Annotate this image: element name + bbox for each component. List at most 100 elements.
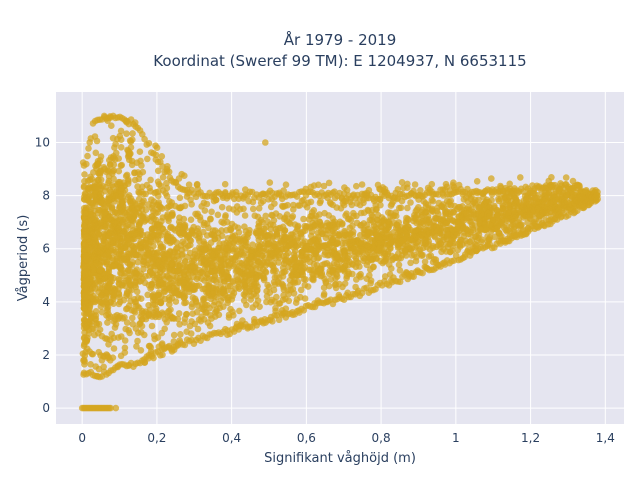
data-point <box>364 243 372 250</box>
data-point <box>209 290 217 298</box>
data-point <box>359 248 366 255</box>
data-point <box>309 270 316 278</box>
data-point <box>122 277 130 284</box>
data-point <box>180 269 187 276</box>
data-point <box>195 230 203 238</box>
data-point <box>189 310 196 318</box>
data-point <box>99 234 107 241</box>
data-point <box>106 186 113 194</box>
data-point <box>320 284 328 292</box>
data-point <box>397 204 405 212</box>
data-point <box>108 122 115 129</box>
data-point <box>222 245 230 252</box>
data-point <box>142 273 149 280</box>
data-point <box>131 281 139 289</box>
data-point <box>307 183 315 191</box>
data-point <box>412 257 420 265</box>
data-point <box>188 226 195 234</box>
data-point <box>488 175 495 182</box>
data-point <box>134 337 141 345</box>
data-point <box>450 209 457 216</box>
data-point <box>236 307 243 315</box>
x-tick-label: 0 <box>78 431 86 445</box>
data-point <box>521 206 528 213</box>
data-point <box>148 196 155 203</box>
data-point <box>470 198 477 206</box>
data-point <box>369 263 377 271</box>
data-point <box>144 155 151 163</box>
data-point <box>312 250 319 257</box>
data-point <box>493 206 501 214</box>
data-point <box>425 216 433 223</box>
data-point <box>331 259 338 267</box>
data-point <box>249 241 256 248</box>
data-point <box>485 209 493 216</box>
data-point <box>145 140 153 147</box>
data-point <box>255 205 263 212</box>
data-point <box>105 264 113 272</box>
data-point <box>133 343 140 350</box>
data-point <box>117 162 125 169</box>
data-point <box>149 201 156 209</box>
data-point <box>276 224 284 232</box>
data-point <box>84 152 91 160</box>
data-point <box>286 241 294 248</box>
data-point <box>249 205 257 213</box>
data-point <box>84 319 91 326</box>
data-point <box>175 218 183 226</box>
data-point <box>376 196 384 204</box>
data-point <box>131 207 138 215</box>
data-point <box>80 263 87 271</box>
data-point <box>126 281 134 289</box>
data-point <box>176 194 184 202</box>
data-point <box>486 220 493 228</box>
data-point <box>210 197 218 205</box>
data-point <box>102 221 110 228</box>
data-point <box>106 284 114 292</box>
data-point <box>189 264 197 272</box>
data-point <box>201 301 209 309</box>
data-point <box>343 186 351 194</box>
data-point <box>86 301 94 309</box>
data-point <box>147 238 155 246</box>
data-point <box>358 240 366 247</box>
data-point <box>378 214 386 221</box>
data-point <box>181 221 189 229</box>
data-point <box>394 230 401 238</box>
data-point <box>267 225 275 233</box>
data-point <box>324 227 332 234</box>
data-point <box>247 296 255 303</box>
data-point <box>544 206 551 213</box>
data-point <box>444 231 451 238</box>
data-point <box>299 268 306 276</box>
data-point <box>242 228 250 235</box>
data-point <box>334 263 342 271</box>
data-point <box>229 277 237 285</box>
data-point <box>91 190 98 198</box>
data-point <box>230 262 237 270</box>
data-point <box>82 210 89 217</box>
data-point <box>205 224 212 232</box>
data-point <box>555 187 562 194</box>
data-point <box>181 341 189 349</box>
data-point <box>375 236 383 243</box>
data-point <box>214 211 222 219</box>
data-point <box>131 274 139 281</box>
data-point <box>442 220 449 227</box>
data-point <box>263 298 270 306</box>
data-point <box>302 224 310 231</box>
data-point <box>495 197 503 205</box>
data-point <box>255 219 263 226</box>
data-point <box>405 243 413 251</box>
data-point <box>84 307 92 314</box>
data-point <box>83 160 90 168</box>
data-point <box>174 262 182 269</box>
data-point <box>123 225 130 232</box>
data-point <box>112 248 120 256</box>
data-point <box>103 295 110 303</box>
data-point <box>123 171 131 179</box>
data-point <box>80 184 88 191</box>
data-point <box>116 203 124 211</box>
data-point <box>110 291 118 299</box>
data-point <box>530 190 538 197</box>
